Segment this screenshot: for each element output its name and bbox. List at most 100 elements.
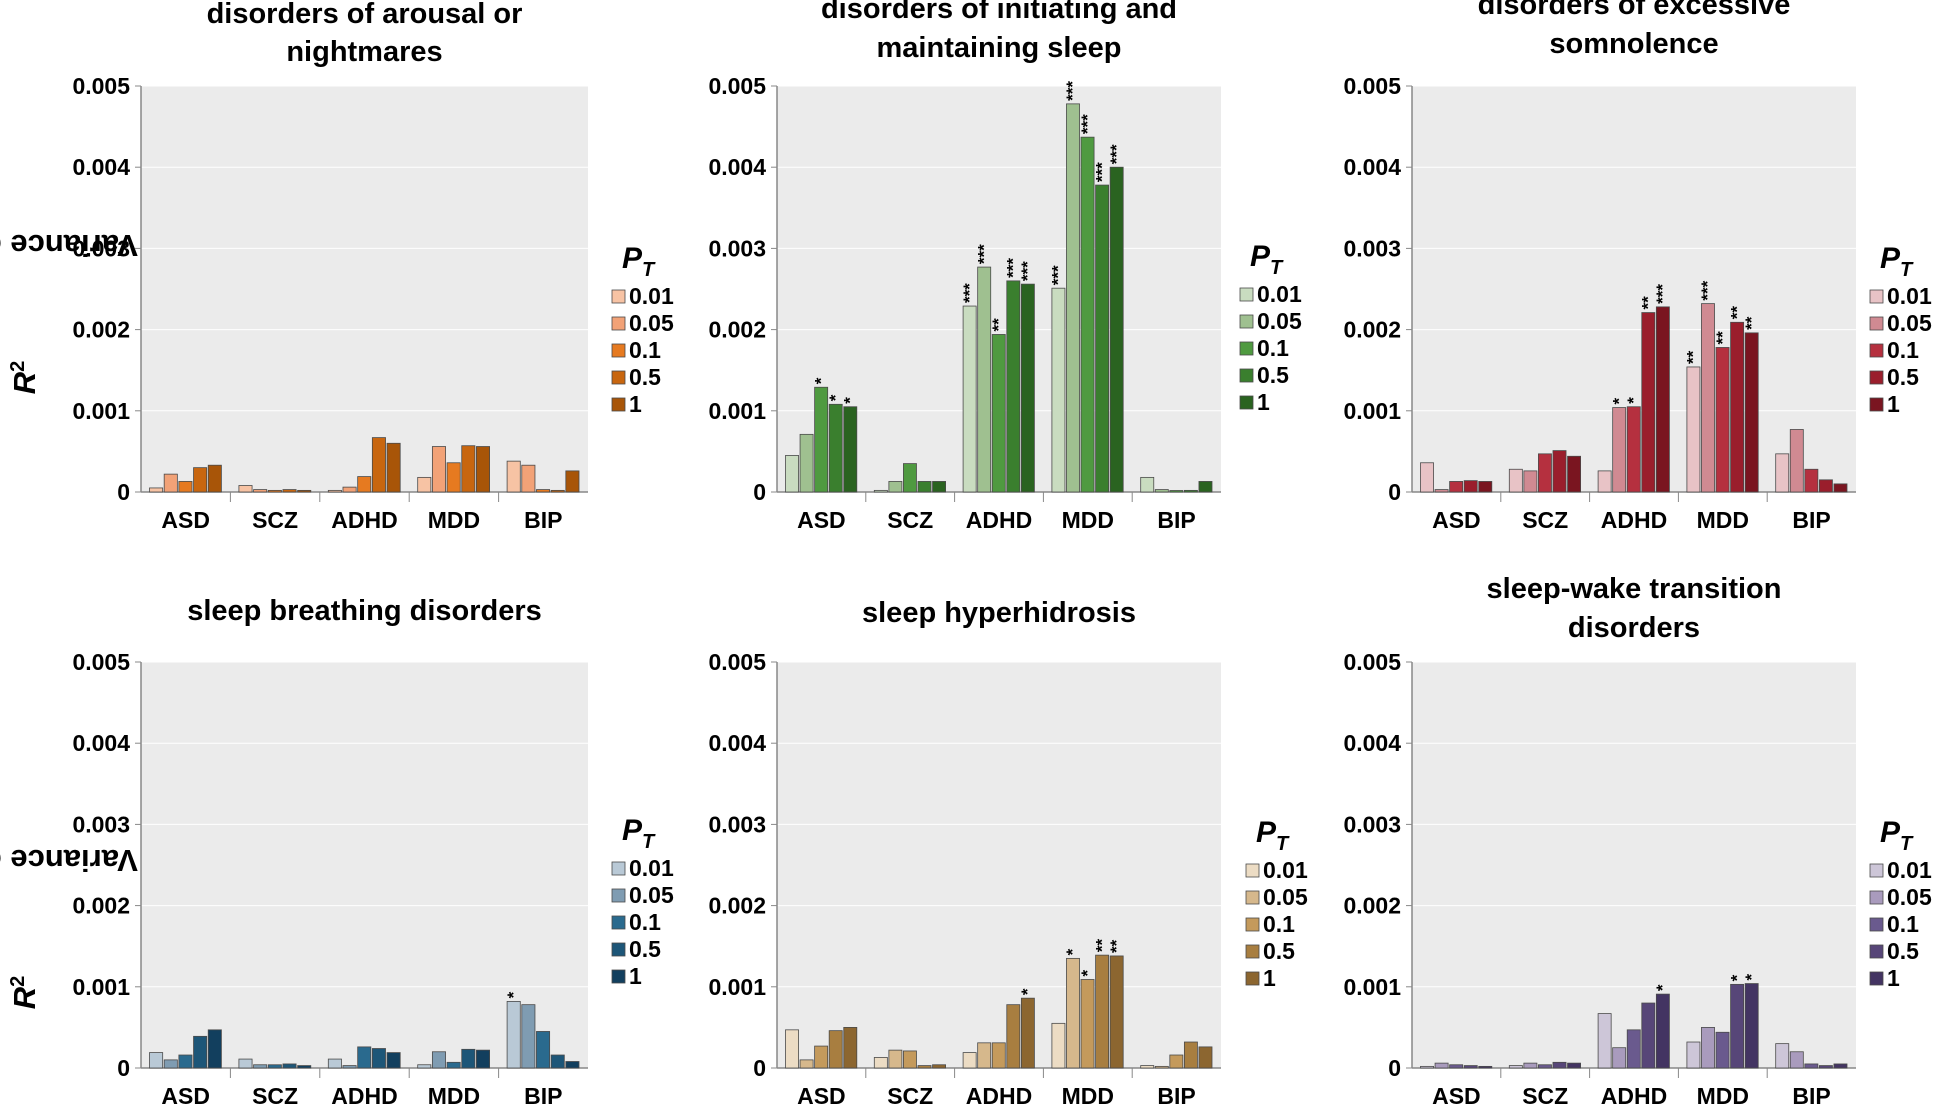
significance-stars: * [1078, 969, 1097, 976]
chart-title: nightmares [286, 36, 442, 68]
x-tick-label: BIP [524, 1083, 562, 1108]
bar-bip-0.05 [1154, 1065, 1169, 1069]
bar-asd-0.1 [1449, 1064, 1464, 1069]
y-tick-label: 0.001 [72, 398, 130, 424]
bar-mdd-0.5 [1095, 954, 1110, 1069]
plot-area [777, 662, 1221, 1068]
x-tick-label: ADHD [331, 507, 397, 533]
bar-mdd-0.1 [446, 462, 461, 493]
legend-swatch-0.5 [1869, 944, 1884, 959]
bar-asd-0.5 [828, 403, 843, 493]
legend-label: 0.5 [629, 936, 661, 962]
chart-panel-4: 0.005 0.004 0.003 0.002 0.001 0 ASD SCZ ADHD MDD *… [72, 595, 674, 1108]
bar-scz-1 [1567, 455, 1582, 493]
bar-bip-0.5 [1183, 1041, 1198, 1069]
x-tick-label: MDD [1062, 507, 1114, 533]
chart-title: sleep breathing disorders [187, 595, 542, 627]
x-tick-label: ADHD [966, 1083, 1032, 1108]
significance-stars: * [1018, 988, 1037, 995]
bar-bip-0.05 [521, 464, 536, 493]
plot-area [141, 662, 588, 1068]
x-tick-label: ASD [1432, 1083, 1481, 1108]
y-tick-label: 0.002 [708, 317, 766, 343]
bar-bip-0.05 [1789, 429, 1804, 493]
y-tick-label: 0.005 [708, 73, 766, 99]
bar-adhd-0.1 [1626, 1029, 1641, 1069]
y-tick-label: 0.002 [72, 317, 130, 343]
legend-swatch-0.01 [611, 861, 626, 876]
bar-mdd-0.01 [417, 476, 432, 493]
legend-label: 0.05 [629, 310, 674, 336]
bar-bip-0.1 [1804, 468, 1819, 493]
bar-bip-0.01 [1140, 1065, 1155, 1069]
significance-stars: * [1624, 397, 1643, 404]
legend-swatch-0.01 [1239, 287, 1254, 302]
legend-label: 0.1 [629, 337, 661, 363]
y-tick-label: 0.005 [72, 73, 130, 99]
bar-adhd-1 [1020, 283, 1035, 493]
bar-scz-0.5 [917, 1065, 932, 1069]
bar-adhd-0.5 [1006, 280, 1021, 493]
significance-stars: * [1653, 984, 1672, 991]
bar-scz-0.05 [253, 1064, 268, 1069]
significance-stars: * [1609, 398, 1628, 405]
bar-bip-0.5 [550, 489, 565, 493]
bar-adhd-0.5 [1006, 1004, 1021, 1069]
significance-stars: ** [1713, 331, 1732, 345]
bar-bip-0.1 [1169, 490, 1184, 493]
bar-mdd-0.5 [1730, 983, 1745, 1069]
legend-label: 0.5 [1263, 938, 1295, 964]
bar-adhd-1 [1020, 997, 1035, 1069]
bar-scz-0.5 [282, 1063, 297, 1069]
legend-swatch-0.5 [611, 942, 626, 957]
significance-stars: ** [1092, 939, 1111, 953]
plot-area [141, 86, 588, 492]
legend-label: 1 [629, 963, 642, 989]
bar-asd-0.01 [785, 455, 799, 493]
bar-scz-0.01 [1508, 1065, 1523, 1069]
y-tick-label: 0.003 [708, 811, 766, 837]
bar-mdd-0.01 [417, 1064, 432, 1069]
bar-bip-0.05 [1154, 489, 1169, 493]
legend-label: 0.1 [1263, 911, 1295, 937]
y-tick-label: 0.003 [1343, 811, 1401, 837]
bar-adhd-0.05 [342, 486, 357, 493]
y-tick-label: 0.003 [708, 235, 766, 261]
x-tick-label: ADHD [1601, 507, 1667, 533]
bar-adhd-0.5 [371, 437, 386, 493]
legend-swatch-0.05 [611, 888, 626, 903]
bar-bip-1 [565, 470, 580, 493]
significance-stars: * [841, 397, 860, 404]
bar-mdd-1 [476, 446, 491, 493]
bar-scz-0.5 [917, 481, 932, 493]
bar-adhd-0.01 [962, 1052, 977, 1069]
y-tick-label: 0.001 [1343, 974, 1401, 1000]
bar-adhd-0.1 [991, 1042, 1006, 1069]
bar-scz-0.1 [267, 489, 282, 493]
bar-asd-0.01 [149, 487, 164, 493]
bar-scz-0.1 [903, 463, 917, 493]
chart-title: sleep-wake transition [1487, 573, 1782, 605]
y-tick-label: 0.003 [1343, 235, 1401, 261]
significance-stars: *** [1004, 258, 1023, 278]
x-tick-label: SCZ [1522, 1083, 1568, 1108]
bar-mdd-0.5 [1730, 321, 1745, 493]
legend-label: 0.01 [1887, 283, 1932, 309]
bar-asd-0.1 [814, 386, 829, 493]
bar-adhd-0.5 [371, 1048, 386, 1069]
bar-bip-0.1 [536, 489, 551, 493]
y-tick-label: 0.001 [708, 974, 766, 1000]
bar-bip-1 [1198, 481, 1213, 493]
bar-asd-1 [1478, 481, 1493, 493]
bar-mdd-0.5 [461, 445, 476, 493]
legend-label: 1 [1887, 965, 1900, 991]
legend-title: PT [1880, 816, 1914, 855]
bar-asd-0.5 [193, 467, 208, 493]
legend-label: 1 [1257, 389, 1270, 415]
bar-adhd-0.05 [977, 266, 992, 493]
bar-mdd-0.01 [1051, 1022, 1066, 1069]
x-tick-label: SCZ [887, 1083, 933, 1108]
significance-stars: *** [1107, 144, 1126, 164]
bar-scz-0.1 [1538, 453, 1552, 493]
x-tick-label: ASD [797, 507, 846, 533]
